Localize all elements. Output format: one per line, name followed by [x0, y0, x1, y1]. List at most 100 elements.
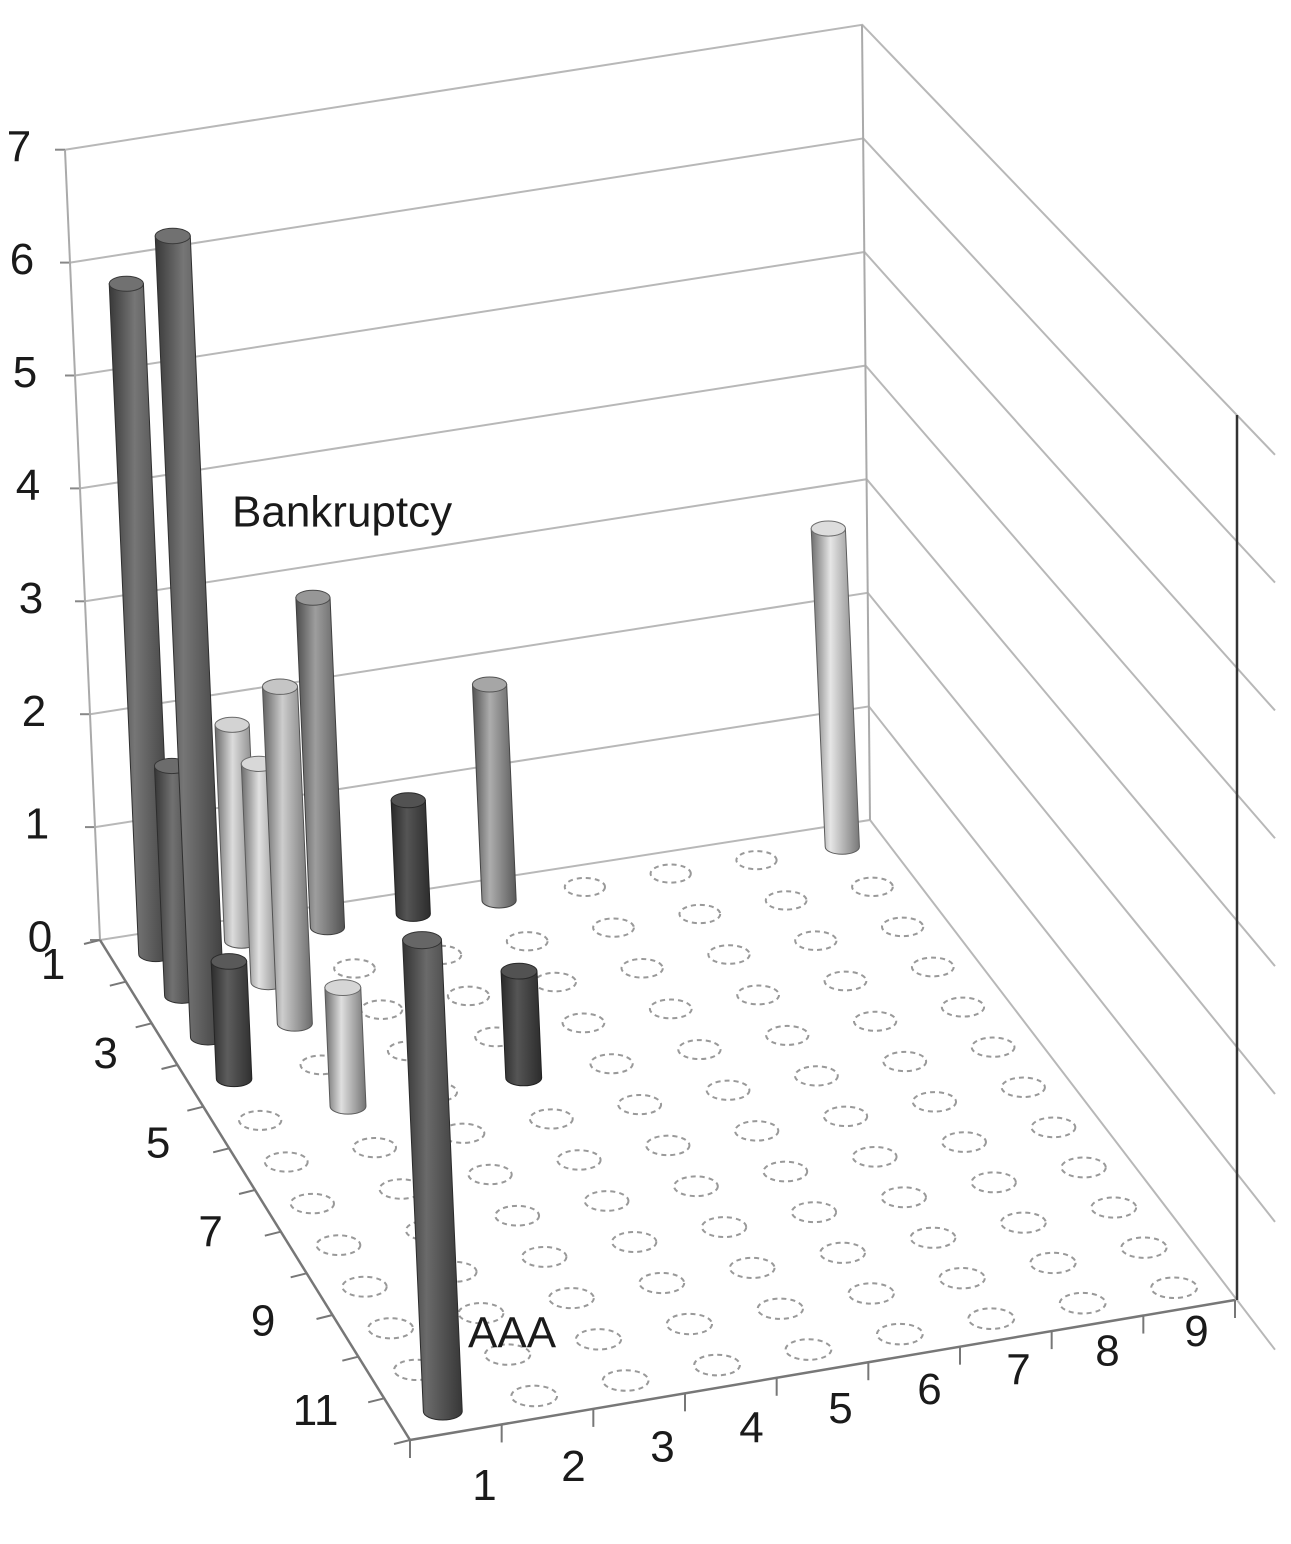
- empty-cell: [649, 863, 692, 884]
- empty-cell: [528, 1108, 574, 1130]
- empty-cell: [611, 1231, 658, 1253]
- empty-cell: [851, 876, 894, 897]
- bar-top: [214, 716, 250, 733]
- empty-cell: [999, 1211, 1047, 1234]
- row-tick-label: 7: [198, 1207, 222, 1256]
- z-tick-label: 7: [7, 122, 31, 171]
- empty-cell: [970, 1171, 1017, 1194]
- z-tick-label: 0: [28, 913, 52, 962]
- empty-cell: [875, 1322, 924, 1346]
- empty-cell: [823, 970, 868, 992]
- row-axis-tick: [238, 1189, 256, 1195]
- bar-body: [500, 970, 543, 1087]
- empty-cell: [431, 1260, 478, 1283]
- row-axis-tick: [316, 1314, 333, 1320]
- bar-top: [810, 520, 846, 537]
- row-tick-label: 3: [93, 1029, 117, 1078]
- bar-body: [471, 684, 517, 909]
- empty-cell: [483, 1343, 532, 1366]
- column-tick-label: 7: [1006, 1346, 1030, 1395]
- empty-cell: [673, 1175, 719, 1198]
- empty-cell: [645, 1134, 691, 1157]
- z-tick-label: 1: [25, 800, 49, 849]
- empty-cell: [819, 1241, 866, 1264]
- empty-cell: [440, 1122, 486, 1144]
- bar-top: [500, 962, 538, 980]
- bar-body: [295, 597, 346, 936]
- empty-cell: [794, 930, 838, 951]
- row-tick-label: 1: [41, 940, 65, 989]
- empty-cell: [764, 890, 808, 911]
- empty-cell: [794, 1065, 839, 1087]
- column-tick-label: 8: [1095, 1326, 1119, 1375]
- empty-cell: [728, 1256, 776, 1279]
- bar-top: [324, 979, 362, 997]
- empty-cell: [822, 1105, 869, 1128]
- empty-cell: [941, 1131, 987, 1153]
- empty-cell: [601, 1369, 650, 1392]
- row-axis-tick: [187, 1105, 204, 1112]
- bar-body: [390, 799, 431, 922]
- bar-top: [402, 931, 442, 950]
- empty-cell: [592, 917, 635, 938]
- bar-top: [108, 275, 144, 292]
- grid-line: [74, 250, 1276, 712]
- bar-top: [390, 792, 426, 809]
- empty-cell: [851, 1145, 898, 1168]
- bar-top: [471, 676, 508, 693]
- column-tick-label: 6: [917, 1365, 941, 1414]
- row-axis-tick: [83, 939, 101, 945]
- row-axis-tick: [367, 1397, 385, 1404]
- row-axis-tick: [264, 1230, 282, 1237]
- bar-top: [261, 678, 299, 695]
- empty-cell: [574, 1328, 623, 1351]
- empty-cell: [589, 1053, 634, 1075]
- empty-cell: [561, 1012, 606, 1034]
- row-axis-tick: [109, 980, 127, 987]
- empty-cell: [620, 958, 664, 979]
- z-tick-label: 4: [16, 461, 40, 510]
- empty-cell: [678, 903, 722, 925]
- empty-cell: [847, 1282, 895, 1305]
- empty-cell: [1000, 1076, 1046, 1098]
- empty-cell: [882, 1050, 928, 1073]
- bar-top: [210, 953, 248, 970]
- empty-cell: [563, 876, 606, 898]
- empty-cell: [707, 944, 751, 965]
- column-tick-label: 9: [1184, 1307, 1208, 1356]
- empty-cell: [1090, 1196, 1138, 1219]
- row-axis-tick: [290, 1272, 307, 1279]
- empty-cell: [852, 1010, 898, 1032]
- empty-cell: [910, 956, 955, 978]
- z-tick-label: 3: [19, 574, 43, 623]
- empty-cell: [677, 1039, 722, 1061]
- z-axis: [64, 149, 101, 941]
- empty-cell: [494, 1204, 541, 1227]
- empty-cell: [1058, 1291, 1107, 1315]
- empty-cell: [238, 1109, 283, 1131]
- z-tick-label: 5: [13, 348, 37, 397]
- empty-cell: [521, 1245, 568, 1268]
- empty-cell: [909, 1226, 957, 1249]
- empty-cell: [938, 1267, 986, 1290]
- column-axis: [409, 1298, 1236, 1442]
- empty-cell: [1030, 1116, 1077, 1139]
- empty-cell: [352, 1137, 397, 1159]
- grid-line: [64, 23, 1276, 456]
- empty-cell: [736, 984, 780, 1006]
- column-tick-label: 4: [739, 1403, 763, 1452]
- z-tick-label: 2: [22, 687, 46, 736]
- column-tick-label: 3: [650, 1423, 674, 1472]
- empty-cell: [1029, 1251, 1077, 1275]
- empty-cell: [1150, 1276, 1198, 1300]
- empty-cell: [617, 1093, 663, 1116]
- empty-cell: [693, 1353, 741, 1377]
- bar-body: [261, 686, 313, 1032]
- empty-cell: [315, 1234, 362, 1256]
- empty-cell: [510, 1384, 559, 1408]
- empty-cell: [881, 916, 925, 938]
- empty-cell: [734, 1120, 780, 1142]
- empty-cell: [911, 1091, 958, 1113]
